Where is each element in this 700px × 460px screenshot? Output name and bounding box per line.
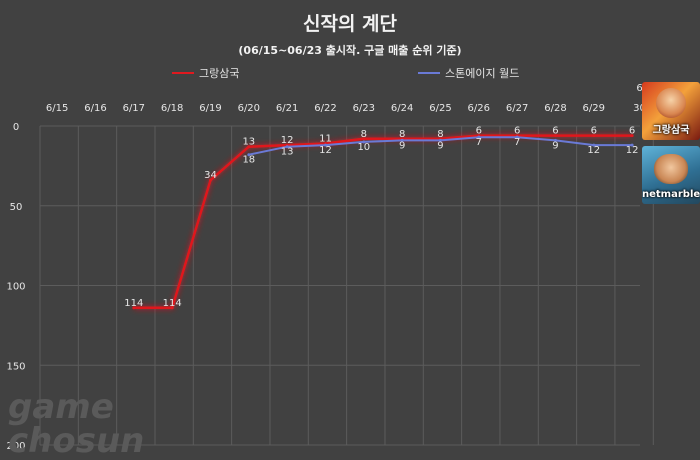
data-label-granggsamguk: 34 xyxy=(204,170,217,181)
chart-subtitle: (06/15~06/23 출시작. 구글 매출 순위 기준) xyxy=(238,43,461,57)
series-line-granggsamguk xyxy=(133,134,633,310)
x-tick-label: 6/29 xyxy=(583,103,605,114)
legend-label-stoneage-world: 스톤에이지 월드 xyxy=(445,67,519,80)
data-label-granggsamguk: 6 xyxy=(552,126,558,137)
data-label-granggsamguk: 8 xyxy=(437,129,443,140)
data-point-granggsamguk xyxy=(592,134,596,138)
data-label-stoneage-world: 10 xyxy=(357,142,370,153)
data-point-stoneage-world xyxy=(400,138,404,142)
data-point-stoneage-world xyxy=(477,135,481,139)
y-tick-label: 150 xyxy=(6,361,25,372)
legend: 그랑삼국 스톤에이지 월드 xyxy=(172,67,519,80)
x-axis-ticks: 6/15 6/16 6/17 6/18 6/19 6/20 6/21 6/22 6/23 6/24… xyxy=(46,82,655,114)
data-point-granggsamguk xyxy=(553,134,557,138)
data-label-granggsamguk: 6 xyxy=(629,126,635,137)
x-tick-label: 6/18 xyxy=(161,103,183,114)
watermark-line1: game xyxy=(8,387,114,427)
data-label-granggsamguk: 8 xyxy=(361,129,367,140)
data-label-granggsamguk: 8 xyxy=(399,129,405,140)
legend-label-granggsamguk: 그랑삼국 xyxy=(199,67,239,80)
data-label-granggsamguk: 6 xyxy=(476,126,482,137)
data-point-stoneage-world xyxy=(323,143,327,147)
data-point-stoneage-world xyxy=(515,135,519,139)
data-point-granggsamguk xyxy=(362,137,366,141)
data-point-granggsamguk xyxy=(630,134,634,138)
data-label-stoneage-world: 12 xyxy=(319,145,332,156)
thumbnail-label-1: 그랑삼국 xyxy=(652,125,690,136)
data-point-stoneage-world xyxy=(362,140,366,144)
stoneage-world-thumbnail: netmarble xyxy=(642,146,700,204)
x-tick-label: 6/17 xyxy=(123,103,145,114)
data-point-granggsamguk xyxy=(208,178,212,182)
data-label-granggsamguk: 12 xyxy=(281,135,294,146)
y-tick-label: 100 xyxy=(6,282,25,293)
data-label-stoneage-world: 18 xyxy=(242,155,255,166)
x-tick-label: 6/16 xyxy=(84,103,106,114)
data-point-stoneage-world xyxy=(553,138,557,142)
data-label-stoneage-world: 7 xyxy=(476,137,482,148)
x-tick-label: 6/23 xyxy=(353,103,375,114)
watermark: game chosun xyxy=(8,387,144,460)
y-tick-label: 0 xyxy=(13,122,19,133)
chart-title: 신작의 계단 xyxy=(303,13,398,35)
game-character-icon xyxy=(656,88,686,118)
data-label-stoneage-world: 12 xyxy=(587,145,600,156)
data-point-granggsamguk xyxy=(247,145,251,149)
data-point-stoneage-world xyxy=(592,143,596,147)
x-tick-label: 6/22 xyxy=(314,103,336,114)
data-label-granggsamguk: 11 xyxy=(319,134,332,145)
data-label-stoneage-world: 9 xyxy=(552,140,558,151)
series-layer xyxy=(132,134,634,310)
data-point-granggsamguk xyxy=(132,306,136,310)
data-point-granggsamguk xyxy=(170,306,174,310)
data-label-stoneage-world: 7 xyxy=(514,137,520,148)
data-point-stoneage-world xyxy=(438,138,442,142)
x-tick-label: 6/26 xyxy=(468,103,490,114)
data-point-stoneage-world xyxy=(630,143,634,147)
data-label-granggsamguk: 13 xyxy=(242,137,255,148)
x-tick-label: 6/19 xyxy=(199,103,221,114)
y-tick-label: 50 xyxy=(10,202,23,213)
data-label-granggsamguk: 6 xyxy=(591,126,597,137)
granggsamguk-thumbnail: 그랑삼국 xyxy=(642,82,700,140)
data-point-stoneage-world xyxy=(247,153,251,157)
data-label-stoneage-world: 9 xyxy=(399,140,405,151)
thumbnail-label-2: netmarble xyxy=(642,189,700,200)
x-tick-label: 6/20 xyxy=(238,103,260,114)
data-label-granggsamguk: 114 xyxy=(124,298,143,309)
x-tick-label: 6/24 xyxy=(391,103,413,114)
x-tick-label: 6/25 xyxy=(429,103,451,114)
data-label-granggsamguk: 114 xyxy=(163,298,182,309)
x-tick-label: 6/21 xyxy=(276,103,298,114)
y-axis-ticks: 0 50 100 150 200 xyxy=(6,122,25,452)
data-point-stoneage-world xyxy=(285,145,289,149)
x-tick-label: 6/27 xyxy=(506,103,528,114)
y-tick-label: 200 xyxy=(6,441,25,452)
data-label-stoneage-world: 13 xyxy=(281,147,294,158)
watermark-line2: chosun xyxy=(8,421,144,460)
grid xyxy=(39,125,654,446)
data-label-stoneage-world: 9 xyxy=(437,140,443,151)
x-tick-label: 6/28 xyxy=(544,103,566,114)
x-tick-label: 6/15 xyxy=(46,103,68,114)
data-label-granggsamguk: 6 xyxy=(514,126,520,137)
game-character-icon xyxy=(654,154,688,184)
data-label-stoneage-world: 12 xyxy=(626,145,639,156)
